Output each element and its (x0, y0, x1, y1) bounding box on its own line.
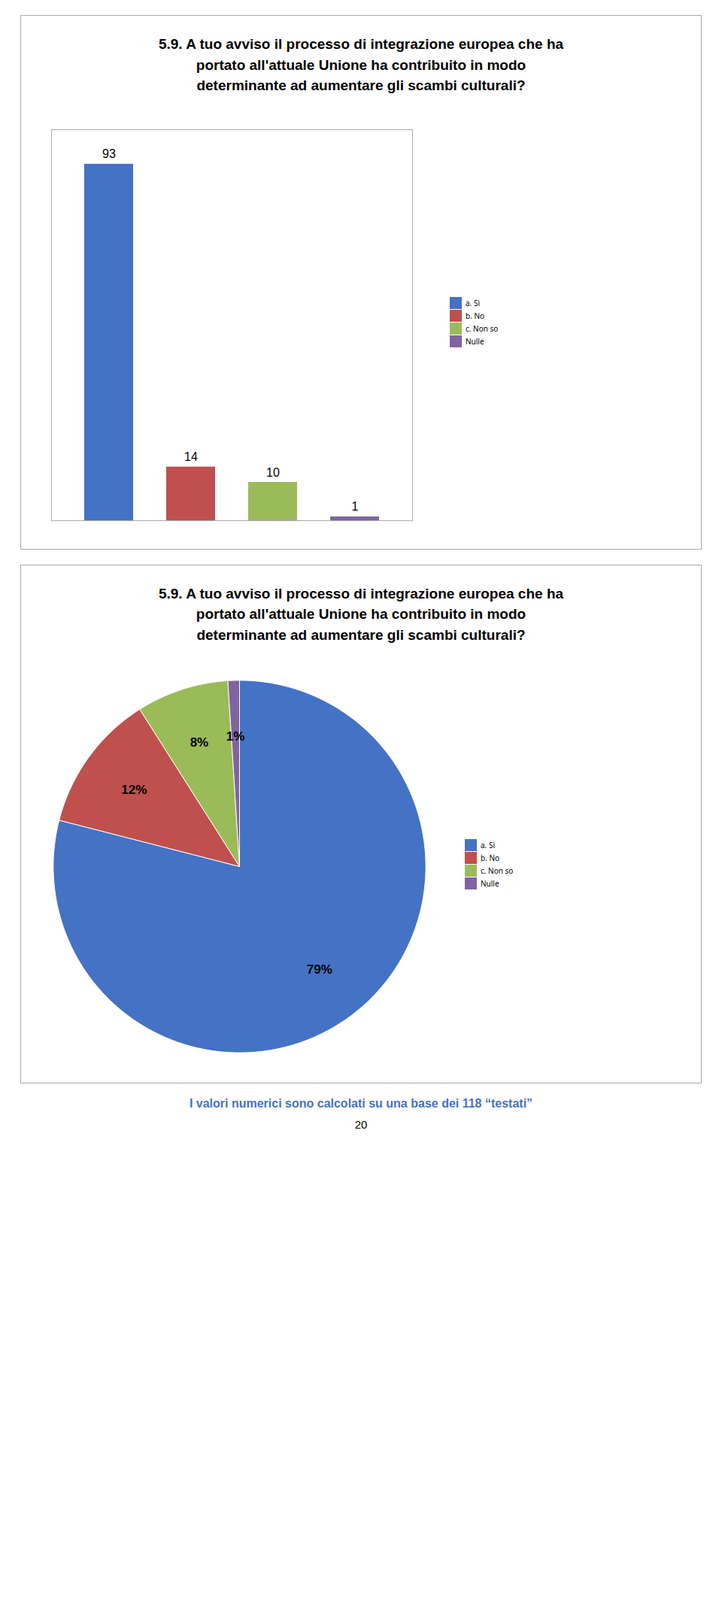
svg-text:8%: 8% (190, 735, 210, 750)
svg-text:1: 1 (351, 500, 359, 513)
html-text:c. Non so: c. Non so (480, 865, 514, 877)
svg-text:79%: 79% (306, 962, 333, 977)
svg-text:1%: 1% (226, 729, 246, 744)
svg-text:14: 14 (184, 450, 198, 464)
svg-text:93: 93 (102, 147, 116, 161)
html-text:c. Non so: c. Non so (465, 323, 499, 335)
html-text:20: 20 (354, 1118, 368, 1132)
html-text:b. No: b. No (465, 310, 485, 322)
html-text:Nulle: Nulle (465, 336, 485, 347)
html-text:b. No: b. No (480, 852, 500, 864)
svg-text:10: 10 (266, 465, 280, 479)
html-text:I valori numerici sono calcola: I valori numerici sono calcolati su una … (189, 1097, 533, 1111)
svg-text:12%: 12% (121, 782, 147, 798)
html-text:5.9. A tuo avviso il processo: 5.9. A tuo avviso il processo di integra… (158, 36, 564, 94)
html-text:a. Sì: a. Sì (480, 839, 495, 851)
html-text:5.9. A tuo avviso il processo: 5.9. A tuo avviso il processo di integra… (158, 585, 564, 643)
html-text:Nulle: Nulle (480, 878, 500, 889)
html-text:a. Sì: a. Sì (465, 297, 480, 309)
